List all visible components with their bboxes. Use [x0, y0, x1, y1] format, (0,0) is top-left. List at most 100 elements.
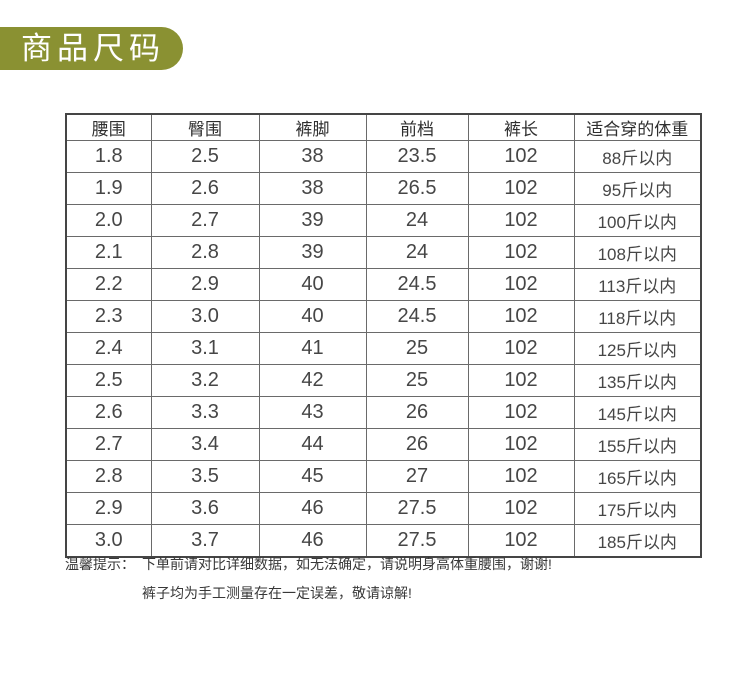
- table-cell: 2.3: [65, 300, 152, 333]
- table-cell: 46: [258, 492, 367, 525]
- table-cell: 2.4: [65, 332, 152, 365]
- table-cell: 102: [467, 236, 575, 269]
- table-cell: 2.5: [65, 364, 152, 397]
- table-row: 3.0 3.7 46 27.5 102 185斤以内: [65, 524, 702, 558]
- table-cell: 2.7: [150, 204, 260, 237]
- table-cell: 23.5: [365, 140, 469, 173]
- table-cell: 145斤以内: [573, 396, 702, 429]
- table-cell: 24.5: [365, 300, 469, 333]
- table-row: 1.8 2.5 38 23.5 102 88斤以内: [65, 140, 702, 173]
- table-cell: 102: [467, 140, 575, 173]
- table-cell: 102: [467, 204, 575, 237]
- table-cell: 38: [258, 172, 367, 205]
- table-cell: 24: [365, 236, 469, 269]
- table-cell: 25: [365, 364, 469, 397]
- table-cell: 27.5: [365, 492, 469, 525]
- table-cell: 118斤以内: [573, 300, 702, 333]
- table-cell: 3.5: [150, 460, 260, 493]
- col-header-pants-length: 裤长: [467, 113, 575, 141]
- table-cell: 3.7: [150, 524, 260, 558]
- table-cell: 165斤以内: [573, 460, 702, 493]
- table-cell: 2.2: [65, 268, 152, 301]
- table-cell: 2.6: [150, 172, 260, 205]
- table-row: 2.8 3.5 45 27 102 165斤以内: [65, 460, 702, 493]
- table-cell: 40: [258, 300, 367, 333]
- size-table: 腰围 臀围 裤脚 前档 裤长 适合穿的体重 1.8 2.5 38 23.5 102 88斤…: [65, 113, 702, 558]
- table-cell: 3.1: [150, 332, 260, 365]
- table-cell: 3.6: [150, 492, 260, 525]
- table-cell: 3.0: [150, 300, 260, 333]
- table-cell: 24: [365, 204, 469, 237]
- size-table-body: 1.8 2.5 38 23.5 102 88斤以内 1.9 2.6 38 26.5 102 95斤以内…: [65, 140, 702, 558]
- table-row: 1.9 2.6 38 26.5 102 95斤以内: [65, 172, 702, 205]
- table-cell: 102: [467, 332, 575, 365]
- table-cell: 102: [467, 492, 575, 525]
- table-cell: 39: [258, 236, 367, 269]
- table-cell: 39: [258, 204, 367, 237]
- table-cell: 102: [467, 268, 575, 301]
- section-title-banner: 商品尺码: [0, 27, 183, 70]
- note-line: 裤子均为手工测量存在一定误差，敬请谅解!: [65, 579, 552, 608]
- table-cell: 45: [258, 460, 367, 493]
- table-cell: 2.7: [65, 428, 152, 461]
- table-cell: 38: [258, 140, 367, 173]
- table-cell: 185斤以内: [573, 524, 702, 558]
- page-title: 商品尺码: [21, 31, 165, 66]
- table-cell: 2.9: [150, 268, 260, 301]
- warm-tip-note: 温馨提示： 下单前请对比详细数据，如无法确定，请说明身高体重腰围，谢谢! 裤子均为…: [65, 550, 552, 608]
- col-header-suitable-weight: 适合穿的体重: [573, 113, 702, 141]
- table-cell: 44: [258, 428, 367, 461]
- table-cell: 2.5: [150, 140, 260, 173]
- table-cell: 2.9: [65, 492, 152, 525]
- table-cell: 102: [467, 460, 575, 493]
- note-text-1: 下单前请对比详细数据，如无法确定，请说明身高体重腰围，谢谢!: [142, 556, 552, 572]
- table-cell: 102: [467, 172, 575, 205]
- table-cell: 41: [258, 332, 367, 365]
- table-cell: 125斤以内: [573, 332, 702, 365]
- table-row: 2.2 2.9 40 24.5 102 113斤以内: [65, 268, 702, 301]
- table-cell: 24.5: [365, 268, 469, 301]
- table-cell: 3.2: [150, 364, 260, 397]
- table-cell: 43: [258, 396, 367, 429]
- col-header-leg-opening: 裤脚: [258, 113, 367, 141]
- table-cell: 102: [467, 364, 575, 397]
- table-cell: 108斤以内: [573, 236, 702, 269]
- table-cell: 2.6: [65, 396, 152, 429]
- table-cell: 26: [365, 428, 469, 461]
- table-cell: 3.0: [65, 524, 152, 558]
- table-cell: 40: [258, 268, 367, 301]
- table-cell: 26.5: [365, 172, 469, 205]
- note-text-2: 裤子均为手工测量存在一定误差，敬请谅解!: [142, 585, 412, 601]
- table-row: 2.4 3.1 41 25 102 125斤以内: [65, 332, 702, 365]
- table-cell: 2.8: [65, 460, 152, 493]
- table-cell: 102: [467, 300, 575, 333]
- table-cell: 3.3: [150, 396, 260, 429]
- col-header-waist: 腰围: [65, 113, 152, 141]
- table-cell: 102: [467, 428, 575, 461]
- table-cell: 88斤以内: [573, 140, 702, 173]
- table-row: 2.3 3.0 40 24.5 102 118斤以内: [65, 300, 702, 333]
- table-cell: 102: [467, 396, 575, 429]
- table-cell: 42: [258, 364, 367, 397]
- table-cell: 1.8: [65, 140, 152, 173]
- col-header-front-rise: 前档: [365, 113, 469, 141]
- table-cell: 113斤以内: [573, 268, 702, 301]
- table-cell: 135斤以内: [573, 364, 702, 397]
- table-cell: 100斤以内: [573, 204, 702, 237]
- table-row: 2.5 3.2 42 25 102 135斤以内: [65, 364, 702, 397]
- table-row: 2.0 2.7 39 24 102 100斤以内: [65, 204, 702, 237]
- table-cell: 3.4: [150, 428, 260, 461]
- table-row: 2.1 2.8 39 24 102 108斤以内: [65, 236, 702, 269]
- table-cell: 27: [365, 460, 469, 493]
- table-cell: 2.0: [65, 204, 152, 237]
- table-row: 2.7 3.4 44 26 102 155斤以内: [65, 428, 702, 461]
- header-row: 腰围 臀围 裤脚 前档 裤长 适合穿的体重: [65, 113, 702, 141]
- col-header-hip: 臀围: [150, 113, 260, 141]
- table-cell: 175斤以内: [573, 492, 702, 525]
- note-label: 温馨提示：: [65, 556, 135, 572]
- table-cell: 1.9: [65, 172, 152, 205]
- table-cell: 155斤以内: [573, 428, 702, 461]
- table-row: 2.9 3.6 46 27.5 102 175斤以内: [65, 492, 702, 525]
- table-cell: 25: [365, 332, 469, 365]
